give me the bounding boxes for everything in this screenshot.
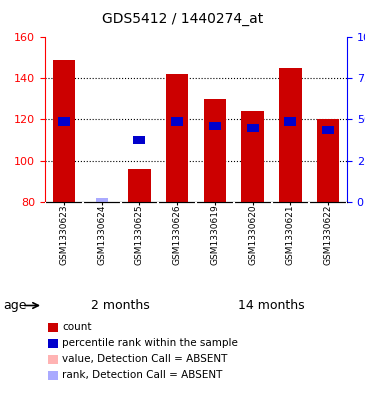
Text: percentile rank within the sample: percentile rank within the sample <box>62 338 238 348</box>
Bar <box>284 118 296 126</box>
Bar <box>204 99 226 202</box>
Text: GSM1330622: GSM1330622 <box>324 205 333 265</box>
Text: GSM1330621: GSM1330621 <box>286 205 295 265</box>
Text: 2 months: 2 months <box>91 299 150 312</box>
Text: GSM1330626: GSM1330626 <box>173 205 182 265</box>
Text: count: count <box>62 322 92 332</box>
Bar <box>133 136 145 144</box>
Bar <box>96 198 108 206</box>
Bar <box>166 74 188 202</box>
Bar <box>58 118 70 126</box>
Bar <box>53 60 75 202</box>
Text: 14 months: 14 months <box>238 299 305 312</box>
Bar <box>171 118 183 126</box>
Text: GSM1330624: GSM1330624 <box>97 205 106 265</box>
Bar <box>128 169 151 202</box>
Text: GSM1330619: GSM1330619 <box>210 205 219 266</box>
Text: rank, Detection Call = ABSENT: rank, Detection Call = ABSENT <box>62 370 222 380</box>
Bar <box>241 111 264 202</box>
Bar <box>322 126 334 134</box>
Bar <box>247 124 259 132</box>
Text: value, Detection Call = ABSENT: value, Detection Call = ABSENT <box>62 354 227 364</box>
Bar <box>209 121 221 130</box>
Text: GSM1330625: GSM1330625 <box>135 205 144 265</box>
Text: GDS5412 / 1440274_at: GDS5412 / 1440274_at <box>102 12 263 26</box>
Text: GSM1330620: GSM1330620 <box>248 205 257 265</box>
Bar <box>279 68 302 202</box>
Text: GSM1330623: GSM1330623 <box>59 205 68 265</box>
Text: age: age <box>3 299 27 312</box>
Bar <box>317 119 339 202</box>
